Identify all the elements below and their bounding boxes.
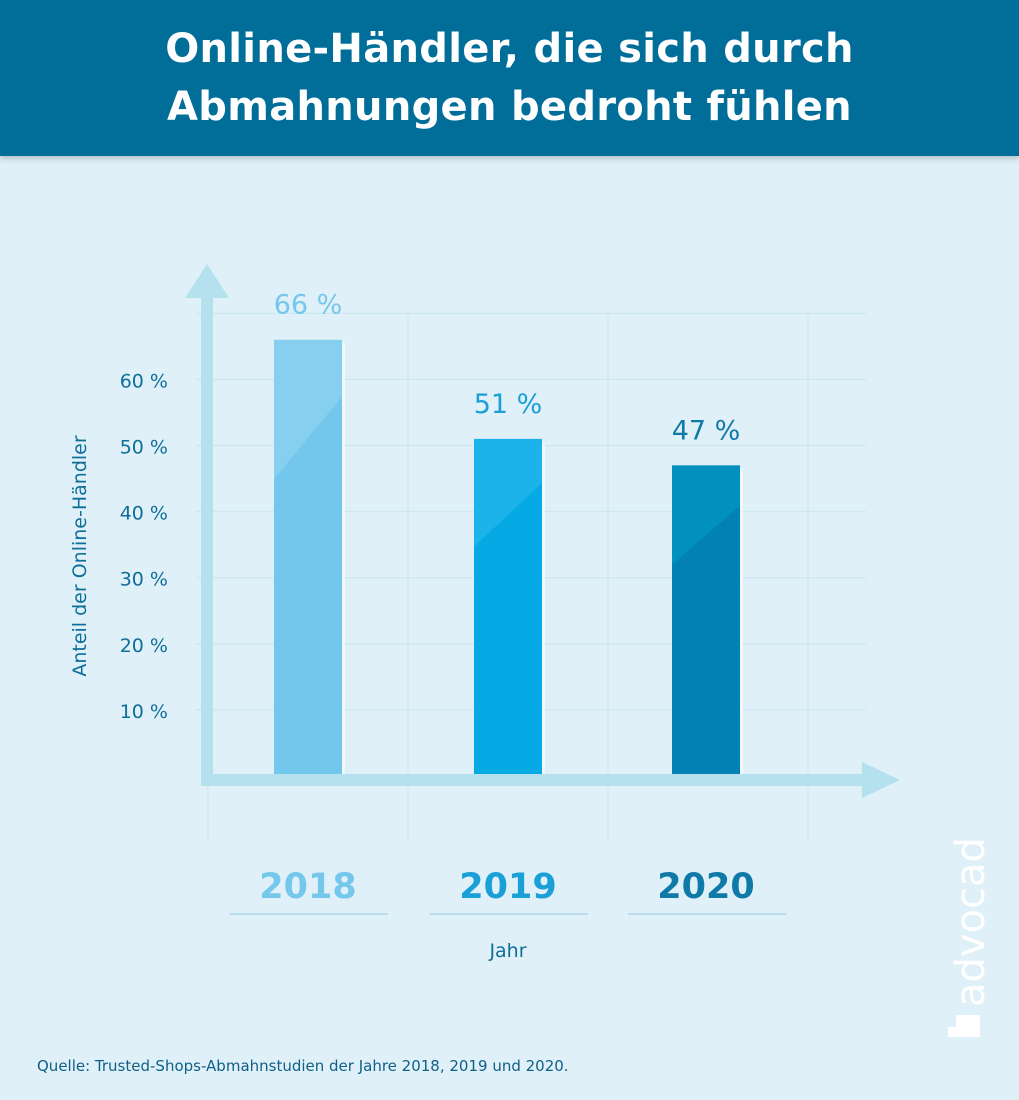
x-category-label-2019: 2019 — [459, 867, 556, 907]
y-tick-label: 30 % — [120, 569, 168, 591]
chart-labels: 66 % 51 % 47 % 10 % 20 % 30 % 40 % 50 % 60 % Ante… — [69, 290, 786, 962]
x-category-label-2020: 2020 — [657, 867, 754, 907]
y-tick-label: 40 % — [120, 503, 168, 525]
bar-lower-shade — [274, 396, 342, 776]
x-axis-line — [201, 774, 867, 786]
y-axis-title: Anteil der Online-Händler — [69, 435, 91, 677]
y-axis-line — [201, 292, 213, 784]
logo-wordmark: advocado — [948, 835, 992, 1007]
y-axis-arrow — [185, 264, 229, 298]
y-tick-label: 10 % — [120, 701, 168, 723]
chart-title-line-2: Abmahnungen bedroht fühlen — [167, 84, 852, 130]
advocado-logo: advocado — [948, 835, 992, 1037]
x-axis-arrow — [862, 762, 900, 798]
axes — [185, 264, 900, 798]
logo-mark — [948, 1015, 980, 1037]
value-label-2019: 51 % — [474, 389, 543, 420]
header-banner: Online-Händler, die sich durch Abmahnung… — [0, 0, 1019, 156]
source-note: Quelle: Trusted-Shops-Abmahnstudien der … — [37, 1057, 569, 1075]
y-tick-label: 20 % — [120, 635, 168, 657]
y-tick-label: 50 % — [120, 437, 168, 459]
chart-title-line-1: Online-Händler, die sich durch — [165, 26, 854, 72]
x-category-label-2018: 2018 — [259, 867, 356, 907]
y-tick-label: 60 % — [120, 370, 168, 392]
bar-lower-shade — [474, 482, 542, 776]
bars — [274, 339, 743, 779]
value-label-2018: 66 % — [274, 290, 343, 321]
value-label-2020: 47 % — [672, 415, 741, 446]
x-axis-title: Jahr — [488, 940, 526, 962]
bar-lower-shade — [672, 505, 740, 776]
